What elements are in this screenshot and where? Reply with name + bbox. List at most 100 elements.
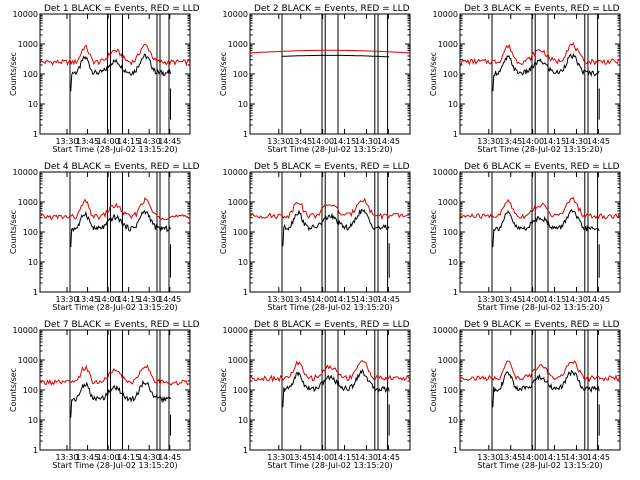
- series-lld-line: [249, 197, 411, 221]
- series-lld-line: [249, 360, 411, 383]
- x-tick-label: 13:45: [289, 453, 312, 462]
- y-tick-label: 10000: [433, 326, 458, 335]
- x-tick-label: 14:30: [355, 453, 378, 462]
- panel-det-8: Det 8 BLACK = Events, RED = LLD 1 10 100 100…: [219, 320, 411, 470]
- y-axis-label: Counts/sec: [429, 210, 438, 254]
- plot-frame: [39, 13, 191, 135]
- series-events-line: [492, 52, 600, 92]
- x-tick-label: 14:30: [565, 295, 588, 304]
- x-tick-label: 13:30: [477, 137, 500, 146]
- panel-det-6: Det 6 BLACK = Events, RED = LLD 1 10 100 100…: [429, 162, 621, 312]
- y-tick-label: 1000: [438, 356, 458, 365]
- x-tick-label: 14:30: [138, 453, 161, 462]
- panel-title: Det 7 BLACK = Events, RED = LLD: [44, 320, 200, 330]
- y-axis-label: Counts/sec: [9, 52, 18, 96]
- x-tick-label: 14:15: [333, 137, 356, 146]
- series-events-line: [492, 369, 600, 408]
- y-tick-label: 1: [453, 130, 458, 139]
- x-tick-label: 13:30: [477, 453, 500, 462]
- x-tick-label: 14:15: [117, 137, 140, 146]
- x-tick-label: 14:45: [587, 137, 610, 146]
- panel-title: Det 9 BLACK = Events, RED = LLD: [464, 320, 620, 330]
- y-tick-label: 10: [238, 258, 248, 267]
- panel-det-7: Det 7 BLACK = Events, RED = LLD 1 10 100 100…: [9, 320, 200, 470]
- y-tick-label: 10: [448, 100, 458, 109]
- x-tick-label: 14:00: [97, 453, 120, 462]
- x-axis-label: Start Time (28-Jul-02 13:15:20): [477, 303, 602, 312]
- y-axis-label: Counts/sec: [219, 52, 228, 96]
- y-tick-label: 100: [233, 70, 248, 79]
- x-tick-label: 13:45: [76, 295, 99, 304]
- x-tick-label: 13:30: [267, 137, 290, 146]
- y-tick-label: 100: [23, 228, 38, 237]
- panel-title: Det 1 BLACK = Events, RED = LLD: [44, 4, 200, 14]
- y-tick-label: 100: [443, 228, 458, 237]
- x-axis-label: Start Time (28-Jul-02 13:15:20): [267, 461, 392, 470]
- series-events-line: [282, 208, 390, 247]
- x-tick-label: 13:45: [499, 137, 522, 146]
- plot-frame: [459, 171, 621, 293]
- y-tick-label: 1: [243, 446, 248, 455]
- x-tick-label: 14:45: [377, 453, 400, 462]
- x-tick-label: 14:30: [138, 295, 161, 304]
- y-tick-label: 10000: [223, 10, 248, 19]
- panel-det-3: Det 3 BLACK = Events, RED = LLD 1 10 100 100…: [429, 4, 621, 154]
- y-tick-label: 10: [448, 258, 458, 267]
- y-tick-label: 10000: [433, 168, 458, 177]
- y-axis-label: Counts/sec: [429, 368, 438, 412]
- x-tick-label: 14:45: [377, 295, 400, 304]
- y-tick-label: 10: [238, 100, 248, 109]
- series-lld-line: [459, 360, 621, 383]
- y-tick-label: 10: [28, 100, 38, 109]
- y-tick-label: 10000: [433, 10, 458, 19]
- x-tick-label: 13:45: [289, 295, 312, 304]
- x-axis-label: Start Time (28-Jul-02 13:15:20): [52, 145, 177, 154]
- y-tick-label: 1000: [438, 198, 458, 207]
- plot-frame: [459, 329, 621, 451]
- x-tick-label: 14:45: [158, 295, 181, 304]
- y-axis-label: Counts/sec: [9, 210, 18, 254]
- y-tick-label: 10: [238, 416, 248, 425]
- x-tick-label: 14:30: [565, 137, 588, 146]
- y-tick-label: 1: [243, 130, 248, 139]
- x-tick-label: 13:30: [267, 295, 290, 304]
- y-tick-label: 1000: [438, 40, 458, 49]
- y-tick-label: 1000: [18, 356, 38, 365]
- y-tick-label: 10000: [223, 326, 248, 335]
- y-tick-label: 100: [443, 70, 458, 79]
- x-axis-label: Start Time (28-Jul-02 13:15:20): [267, 145, 392, 154]
- x-tick-label: 13:45: [499, 295, 522, 304]
- y-tick-label: 100: [233, 228, 248, 237]
- x-tick-label: 13:30: [55, 453, 78, 462]
- series-events-line: [282, 368, 390, 408]
- x-tick-label: 14:00: [521, 295, 544, 304]
- x-tick-label: 13:30: [55, 137, 78, 146]
- panel-title: Det 5 BLACK = Events, RED = LLD: [254, 162, 410, 172]
- y-tick-label: 10: [448, 416, 458, 425]
- x-tick-label: 14:00: [311, 295, 334, 304]
- x-tick-label: 14:30: [138, 137, 161, 146]
- y-tick-label: 10000: [13, 168, 38, 177]
- panel-det-9: Det 9 BLACK = Events, RED = LLD 1 10 100 100…: [429, 320, 621, 470]
- y-tick-label: 10000: [223, 168, 248, 177]
- y-axis-label: Counts/sec: [429, 52, 438, 96]
- y-axis-label: Counts/sec: [219, 368, 228, 412]
- plot-frame: [39, 329, 191, 451]
- x-tick-label: 14:45: [587, 295, 610, 304]
- plot-frame: [249, 13, 411, 135]
- x-axis-label: Start Time (28-Jul-02 13:15:20): [477, 461, 602, 470]
- x-axis-label: Start Time (28-Jul-02 13:15:20): [267, 303, 392, 312]
- series-events-line: [70, 53, 171, 92]
- x-tick-label: 14:00: [521, 137, 544, 146]
- panel-det-1: Det 1 BLACK = Events, RED = LLD 1 10 100 100…: [9, 4, 200, 154]
- x-tick-label: 14:30: [355, 137, 378, 146]
- x-tick-label: 14:15: [117, 295, 140, 304]
- series-events-line: [70, 209, 171, 248]
- series-lld-line: [39, 196, 191, 221]
- y-axis-label: Counts/sec: [219, 210, 228, 254]
- x-tick-label: 14:45: [158, 137, 181, 146]
- y-tick-label: 10000: [13, 10, 38, 19]
- x-tick-label: 14:00: [97, 295, 120, 304]
- y-tick-label: 1000: [228, 356, 248, 365]
- series-lld-line: [39, 43, 191, 67]
